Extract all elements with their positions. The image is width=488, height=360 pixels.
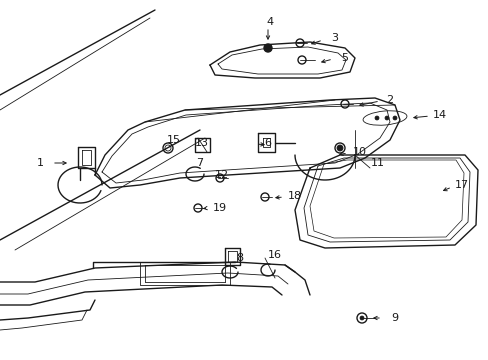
Circle shape [374, 116, 378, 120]
Text: 14: 14 [432, 110, 446, 120]
Text: 4: 4 [266, 17, 273, 27]
Text: 18: 18 [287, 191, 302, 201]
Circle shape [264, 44, 271, 52]
Text: 15: 15 [167, 135, 181, 145]
Text: 2: 2 [386, 95, 393, 105]
Circle shape [359, 316, 363, 320]
Text: 16: 16 [267, 250, 282, 260]
Text: 9: 9 [390, 313, 398, 323]
Text: 11: 11 [370, 158, 384, 168]
Text: 13: 13 [195, 138, 208, 148]
Circle shape [384, 116, 388, 120]
Circle shape [392, 116, 396, 120]
Circle shape [336, 145, 342, 151]
Text: 17: 17 [454, 180, 468, 190]
Text: 5: 5 [341, 53, 348, 63]
Text: 8: 8 [236, 253, 243, 263]
Text: 3: 3 [331, 33, 338, 43]
Text: 7: 7 [196, 158, 203, 168]
Text: 19: 19 [212, 203, 226, 213]
Text: 1: 1 [37, 158, 43, 168]
Text: 12: 12 [215, 170, 228, 180]
Text: 10: 10 [352, 147, 366, 157]
Text: 6: 6 [264, 138, 271, 148]
